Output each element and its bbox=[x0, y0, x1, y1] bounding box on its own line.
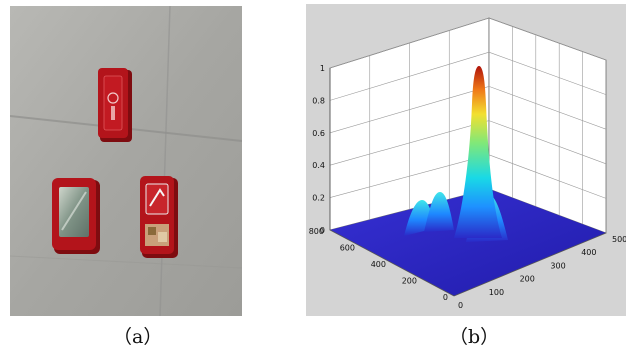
red-box-icon bbox=[98, 68, 132, 142]
left-axis-ticks: 0 200 400 600 800 bbox=[309, 227, 448, 302]
z-tick-label: 0.8 bbox=[312, 96, 325, 105]
left-axis-tick-label: 400 bbox=[371, 260, 386, 269]
small-peak-2 bbox=[424, 192, 454, 232]
right-axis-ticks: 0 100 200 300 400 500 bbox=[458, 235, 627, 310]
grid-lines bbox=[329, 17, 607, 225]
left-axis-tick-label: 0 bbox=[443, 293, 448, 302]
right-axis-tick-label: 200 bbox=[520, 275, 535, 284]
photo-panel bbox=[9, 5, 243, 317]
red-box-with-mirror-icon bbox=[52, 178, 100, 254]
red-box-with-label-icon bbox=[140, 176, 178, 258]
right-axis-tick-label: 500 bbox=[612, 235, 626, 244]
right-axis-tick-label: 400 bbox=[581, 248, 596, 257]
left-axis-tick-label: 800 bbox=[309, 227, 324, 236]
z-tick-label: 0.4 bbox=[312, 161, 325, 170]
caption-b: （b） bbox=[449, 326, 500, 348]
surface-plot-panel: 0 0.2 0.4 0.6 0.8 1 0 200 400 600 800 0 100 200 300 4… bbox=[306, 4, 627, 316]
main-peak bbox=[454, 66, 502, 238]
photo-image bbox=[9, 5, 243, 317]
z-axis-ticks: 0 0.2 0.4 0.6 0.8 1 bbox=[312, 64, 325, 235]
z-tick-label: 0 bbox=[320, 226, 325, 235]
left-axis-tick-label: 200 bbox=[402, 277, 417, 286]
right-axis-tick-label: 100 bbox=[489, 288, 504, 297]
right-axis-tick-label: 0 bbox=[458, 301, 463, 310]
z-tick-label: 0.2 bbox=[312, 194, 325, 203]
surface-plot: 0 0.2 0.4 0.6 0.8 1 0 200 400 600 800 0 100 200 300 4… bbox=[309, 17, 627, 310]
floor-plane bbox=[330, 189, 606, 296]
z-tick-label: 1 bbox=[320, 64, 325, 73]
caption-a: （a） bbox=[113, 326, 163, 348]
left-axis-tick-label: 600 bbox=[340, 244, 355, 253]
z-tick-label: 0.6 bbox=[312, 129, 325, 138]
right-axis-tick-label: 300 bbox=[550, 261, 565, 270]
